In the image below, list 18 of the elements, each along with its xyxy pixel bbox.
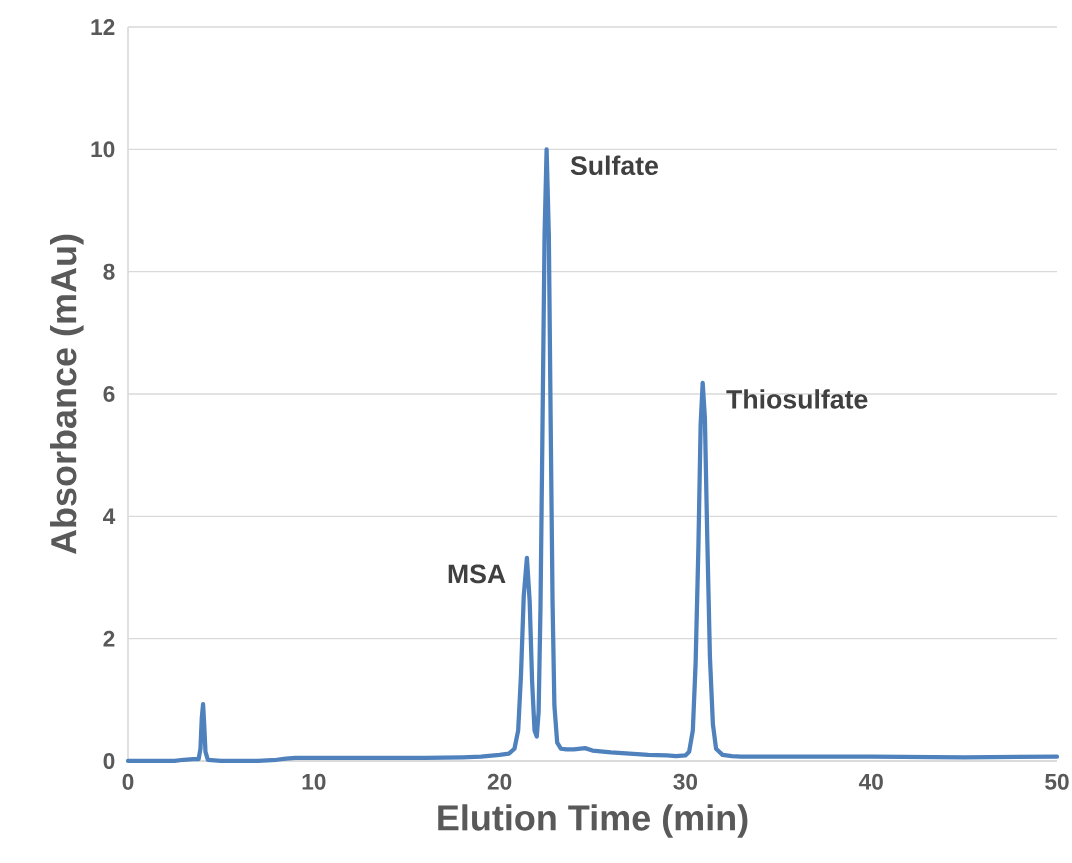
y-tick-label: 2: [103, 630, 115, 647]
y-tick-label: 8: [103, 263, 115, 280]
annotation: Thiosulfate: [726, 389, 868, 409]
y-tick-label: 4: [103, 508, 116, 525]
y-axis-title: Absorbance (mAu): [50, 234, 84, 555]
y-tick-label: 0: [103, 752, 115, 770]
x-tick-label: 50: [1045, 773, 1069, 790]
x-tick-label: 40: [858, 773, 883, 790]
annotation: Sulfate: [570, 155, 658, 176]
x-tick-label: 20: [487, 773, 512, 790]
x-tick-label: 10: [302, 773, 326, 790]
y-tick-label: 12: [91, 19, 115, 35]
y-tick-label: 10: [91, 141, 115, 158]
x-tick-label: 30: [673, 773, 698, 790]
x-tick-label: 0: [122, 773, 134, 790]
x-axis-title: Elution Time (min): [438, 804, 748, 838]
y-tick-label: 6: [103, 385, 115, 403]
annotation: MSA: [448, 564, 506, 584]
